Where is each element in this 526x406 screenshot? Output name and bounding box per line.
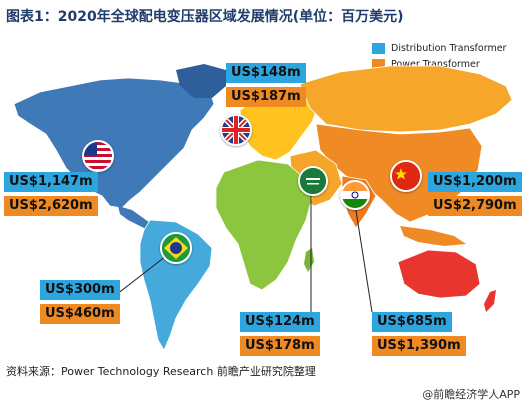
brazil-distribution-value: US$300m	[40, 280, 120, 300]
greenland-region	[176, 64, 226, 98]
brazil-flag-icon	[160, 232, 192, 264]
china-flag-icon	[390, 160, 422, 192]
southeast-asia-region	[400, 226, 466, 246]
south-america-region	[139, 219, 213, 351]
brazil-leader-line	[111, 255, 167, 299]
north-america-region	[13, 77, 215, 209]
uk-power-value: US$187m	[226, 87, 306, 107]
legend-label-power: Power Transformer	[391, 58, 480, 70]
saudi-power-value: US$178m	[240, 336, 320, 356]
legend-swatch-power	[372, 58, 385, 70]
usa-power-value: US$2,620m	[4, 196, 98, 216]
australia-region	[397, 249, 481, 299]
legend-item-power: Power Transformer	[372, 56, 506, 72]
chart-title: 图表1：2020年全球配电变压器区域发展情况(单位：百万美元)	[6, 9, 404, 25]
china-power-value: US$2,790m	[428, 196, 522, 216]
india-distribution-value: US$685m	[372, 312, 452, 332]
uk-distribution-value: US$148m	[226, 63, 306, 83]
saudi-distribution-value: US$124m	[240, 312, 320, 332]
usa-flag-icon	[82, 140, 114, 172]
saudi-arabia-flag-icon	[298, 166, 328, 196]
india-leader-line	[353, 197, 373, 313]
north-asia-region	[299, 65, 513, 133]
brazil-power-value: US$460m	[40, 304, 120, 324]
legend-label-distribution: Distribution Transformer	[391, 42, 507, 54]
uk-flag-icon	[220, 114, 252, 146]
usa-distribution-value: US$1,147m	[4, 172, 98, 192]
india-flag-icon	[340, 180, 370, 210]
india-power-value: US$1,390m	[372, 336, 466, 356]
new-zealand-region	[484, 290, 496, 312]
china-distribution-value: US$1,200m	[428, 172, 522, 192]
legend-item-distribution: Distribution Transformer	[372, 40, 506, 56]
watermark-text: @前瞻经济学人APP	[422, 388, 520, 401]
legend: Distribution Transformer Power Transform…	[372, 40, 506, 72]
madagascar-region	[304, 248, 314, 272]
source-note: 资料来源：Power Technology Research 前瞻产业研究院整理	[6, 365, 316, 378]
legend-swatch-distribution	[372, 42, 385, 54]
